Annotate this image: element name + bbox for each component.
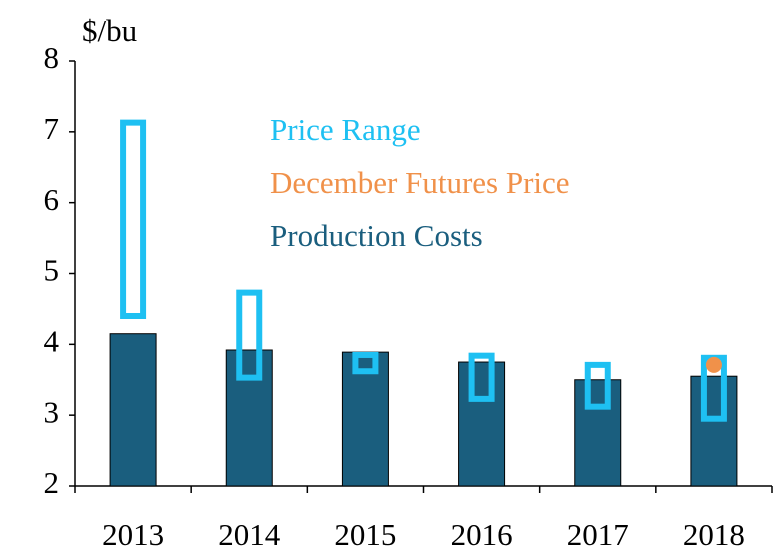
bar xyxy=(225,349,273,487)
y-tick-label: 8 xyxy=(44,40,60,75)
price-range xyxy=(120,119,147,319)
y-tick-label: 2 xyxy=(44,465,60,500)
x-tick-label: 2017 xyxy=(567,517,629,552)
bar xyxy=(341,351,389,487)
x-tick-label: 2015 xyxy=(334,517,396,552)
x-tick-label: 2016 xyxy=(451,517,513,552)
legend-entry: December Futures Price xyxy=(270,165,570,200)
y-tick-label: 3 xyxy=(44,394,60,429)
legend-entry: Price Range xyxy=(270,112,421,147)
price-range xyxy=(468,352,495,402)
x-tick-label: 2014 xyxy=(218,517,281,552)
x-tick-label: 2018 xyxy=(683,517,745,552)
y-axis-label: $/bu xyxy=(82,13,137,48)
price-range xyxy=(352,351,379,375)
bar xyxy=(109,333,157,487)
y-tick-label: 5 xyxy=(44,253,60,288)
bar xyxy=(458,361,506,487)
y-tick-label: 6 xyxy=(44,182,60,217)
y-tick-label: 4 xyxy=(44,323,60,358)
legend-entry: Production Costs xyxy=(270,218,483,253)
x-tick-label: 2013 xyxy=(102,517,164,552)
price-range xyxy=(584,361,611,410)
y-tick-label: 7 xyxy=(44,111,60,146)
futures-dot xyxy=(705,356,722,373)
bar xyxy=(574,379,622,487)
bar xyxy=(690,375,738,487)
price-range xyxy=(236,289,263,381)
